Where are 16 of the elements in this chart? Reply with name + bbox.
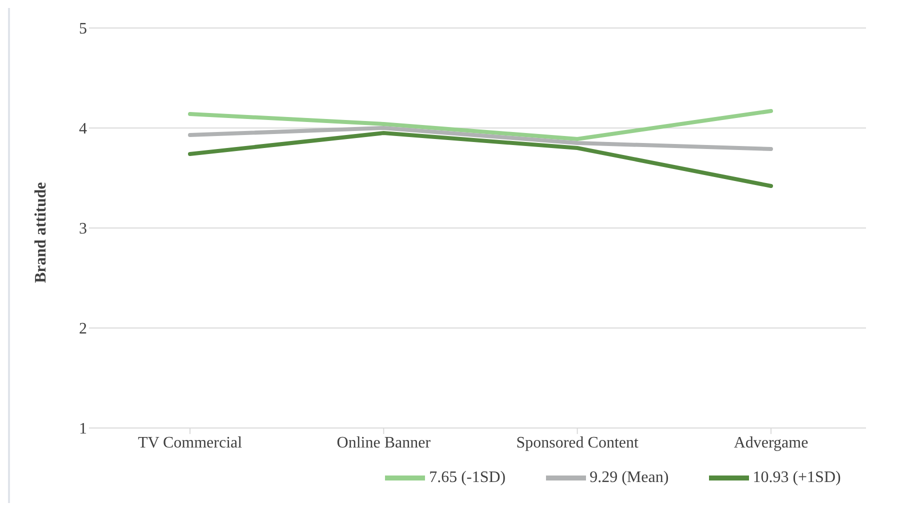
legend-label: 10.93 (+1SD) bbox=[752, 468, 841, 486]
y-tick-label: 5 bbox=[79, 20, 87, 38]
legend-label: 9.29 (Mean) bbox=[590, 468, 669, 486]
x-tick-label: Online Banner bbox=[336, 434, 432, 452]
x-tick-label: Sponsored Content bbox=[516, 434, 639, 452]
line-series bbox=[188, 126, 773, 151]
y-axis-title: Brand attitude bbox=[32, 182, 50, 283]
y-tick-label: 3 bbox=[79, 220, 87, 238]
y-tick-label: 2 bbox=[79, 320, 87, 338]
x-tick-label: Advergame bbox=[734, 434, 808, 452]
line-series bbox=[188, 131, 773, 188]
x-tick-label: TV Commercial bbox=[138, 434, 243, 452]
y-tick-label: 1 bbox=[79, 420, 87, 438]
y-tick-label: 4 bbox=[79, 120, 87, 138]
legend-label: 7.65 (-1SD) bbox=[429, 468, 506, 486]
line-series bbox=[188, 109, 773, 141]
